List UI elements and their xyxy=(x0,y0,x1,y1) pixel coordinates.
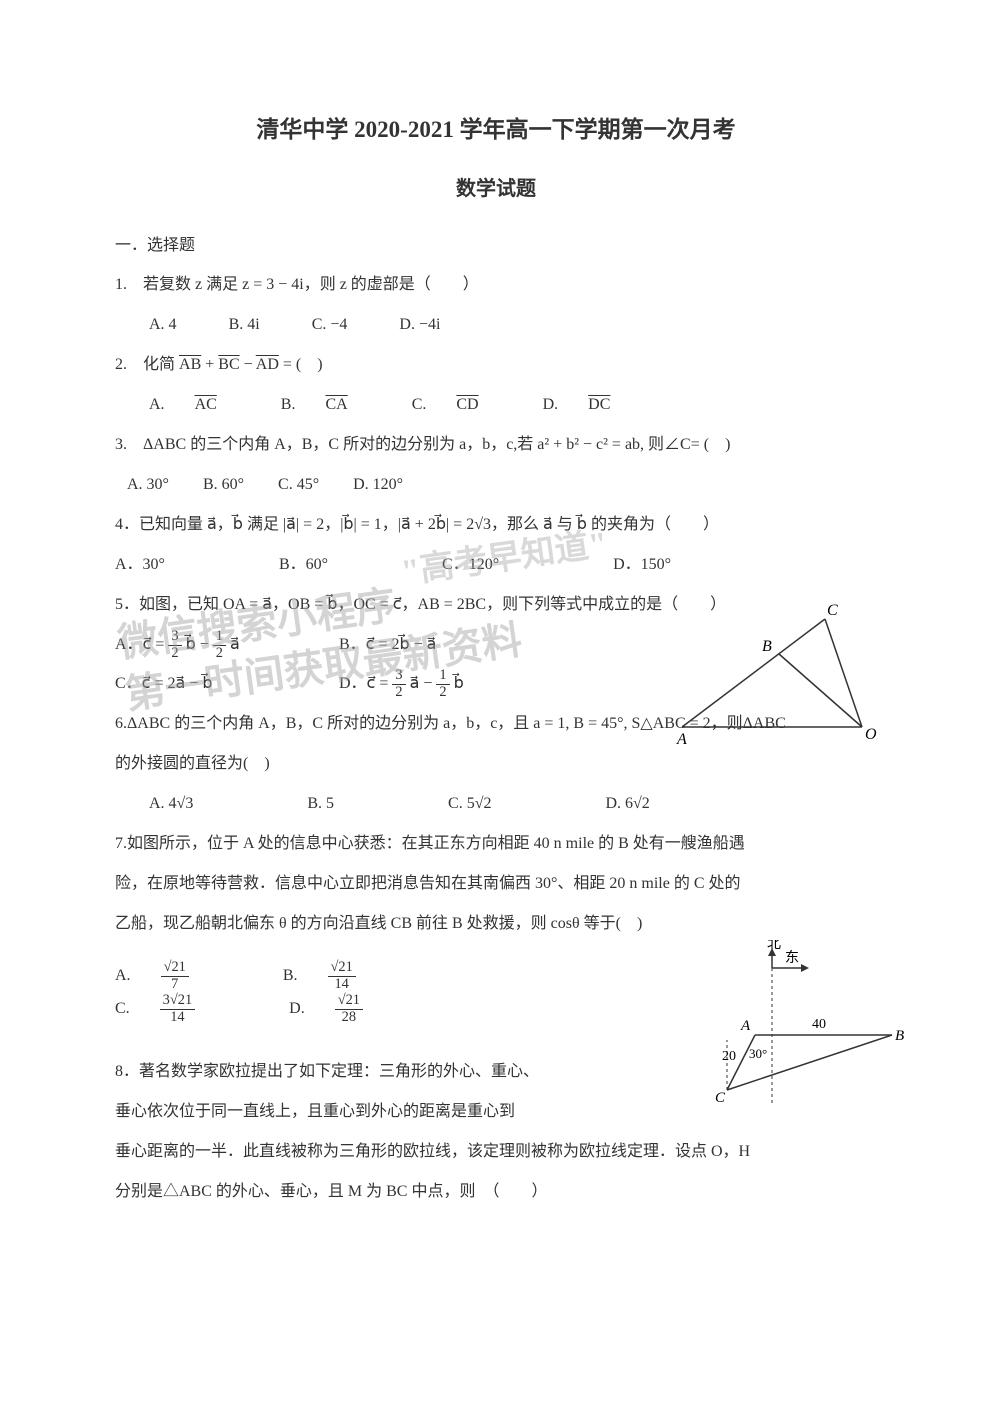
q3-options: A. 30° B. 60° C. 45° D. 120° xyxy=(115,469,877,501)
q3-opt-b: B. 60° xyxy=(203,469,244,501)
q7-label-a: A xyxy=(740,1018,751,1034)
q7-opt-c: C. 3√2114 xyxy=(115,993,255,1026)
q2-pre: 2. 化简 xyxy=(115,356,179,373)
q2-stem: 2. 化简 AB + BC − AD = ( ) xyxy=(115,349,877,381)
q8-l1: 8．著名数学家欧拉提出了如下定理：三角形的外心、重心、 xyxy=(115,1056,635,1088)
q1-opt-a: A. 4 xyxy=(149,309,177,341)
q5-figure: A O B C xyxy=(627,599,887,749)
q3-opt-d: D. 120° xyxy=(353,469,403,501)
q5-opt-b: B．c⃗ = 2b⃗ − a⃗ xyxy=(339,636,436,653)
q2-vec-ab: AB xyxy=(179,356,201,373)
q2-opt-b: B. CA xyxy=(281,389,378,421)
q6-options: A. 4√3 B. 5 C. 5√2 D. 6√2 xyxy=(115,788,877,820)
q3-opt-c: C. 45° xyxy=(278,469,319,501)
q7-east: 东 xyxy=(785,950,799,966)
page-title: 清华中学 2020-2021 学年高一下学期第一次月考 xyxy=(115,110,877,144)
q1-opt-d: D. −4i xyxy=(399,309,440,341)
page-subtitle: 数学试题 xyxy=(115,172,877,201)
q7-len-ab: 40 xyxy=(812,1017,826,1032)
q2-opt-d: D. DC xyxy=(543,389,641,421)
q7-opt-a: A. √217 xyxy=(115,960,249,993)
q3-opt-a: A. 30° xyxy=(127,469,169,501)
q3-stem: 3. ΔABC 的三个内角 A，B，C 所对的边分别为 a，b，c,若 a² +… xyxy=(115,429,877,461)
q8-l4: 分别是△ABC 的外心、垂心，且 M 为 BC 中点，则 （ ） xyxy=(115,1176,877,1208)
q2-opt-c: C. CD xyxy=(412,389,509,421)
q7-len-ac: 20 xyxy=(722,1049,736,1064)
q5-label-c: C xyxy=(827,602,838,619)
q1-opt-b: B. 4i xyxy=(229,309,260,341)
q4-opt-b: B．60° xyxy=(279,549,328,581)
q7-opt-b: B. √2114 xyxy=(283,960,416,993)
q5-label-b: B xyxy=(762,638,772,655)
q5-opt-d: D．c⃗ = 32 a⃗ − 12 b⃗ xyxy=(339,675,464,692)
q6-opt-b: B. 5 xyxy=(307,788,334,820)
q7-opt-d: D. √2128 xyxy=(289,993,423,1026)
q8-l2: 垂心依次位于同一直线上，且重心到外心的距离是重心到 xyxy=(115,1096,635,1128)
q2-opt-a: A. AC xyxy=(149,389,247,421)
q7-l2: 险，在原地等待营救．信息中心立即把消息告知在其南偏西 30°、相距 20 n m… xyxy=(115,868,877,900)
q6-opt-c: C. 5√2 xyxy=(448,788,491,820)
section-heading: 一．选择题 xyxy=(115,231,877,255)
q4-opt-d: D．150° xyxy=(613,549,671,581)
q4-options: A．30° B．60° C．120° D．150° xyxy=(115,549,877,581)
q5-opt-c: C．c⃗ = 2a⃗ − b⃗ xyxy=(115,668,335,700)
q7-figure: 北 东 A B C 40 20 30° xyxy=(667,940,907,1110)
q5-opt-a: A．c⃗ = 32 b⃗ − 12 a⃗ xyxy=(115,629,335,662)
q6-stem-l2: 的外接圆的直径为( ) xyxy=(115,748,877,780)
q7-l1: 7.如图所示，位于 A 处的信息中心获悉：在其正东方向相距 40 n mile … xyxy=(115,828,877,860)
q5-label-a: A xyxy=(676,731,687,748)
q1-opt-c: C. −4 xyxy=(312,309,348,341)
q6-opt-a: A. 4√3 xyxy=(149,788,193,820)
q7-angle: 30° xyxy=(749,1046,767,1061)
q7-options: A. √217 B. √2114 C. 3√2114 D. √2128 xyxy=(115,960,615,1025)
q7-label-b: B xyxy=(895,1028,904,1044)
q1-options: A. 4 B. 4i C. −4 D. −4i xyxy=(115,309,877,341)
q4-opt-c: C．120° xyxy=(442,549,499,581)
q2-after: = ( ) xyxy=(283,356,323,373)
q2-vec-bc: BC xyxy=(218,356,239,373)
q2-options: A. AC B. CA C. CD D. DC xyxy=(115,389,877,421)
q5-options: A．c⃗ = 32 b⃗ − 12 a⃗ B．c⃗ = 2b⃗ − a⃗ C．c… xyxy=(115,629,555,700)
q5-label-o: O xyxy=(865,726,877,743)
q6-opt-d: D. 6√2 xyxy=(605,788,649,820)
q7-north: 北 xyxy=(767,940,781,952)
q4-opt-a: A．30° xyxy=(115,549,165,581)
q7-label-c: C xyxy=(715,1090,726,1106)
q4-stem: 4．已知向量 a⃗，b⃗ 满足 |a⃗| = 2，|b⃗| = 1，|a⃗ + … xyxy=(115,509,877,541)
q1-stem: 1. 若复数 z 满足 z = 3 − 4i，则 z 的虚部是（ ） xyxy=(115,269,877,301)
q7-l3: 乙船，现乙船朝北偏东 θ 的方向沿直线 CB 前往 B 处救援，则 cosθ 等… xyxy=(115,908,877,940)
q8-l3: 垂心距离的一半．此直线被称为三角形的欧拉线，该定理则被称为欧拉线定理．设点 O，… xyxy=(115,1136,877,1168)
q2-vec-ad: AD xyxy=(256,356,279,373)
